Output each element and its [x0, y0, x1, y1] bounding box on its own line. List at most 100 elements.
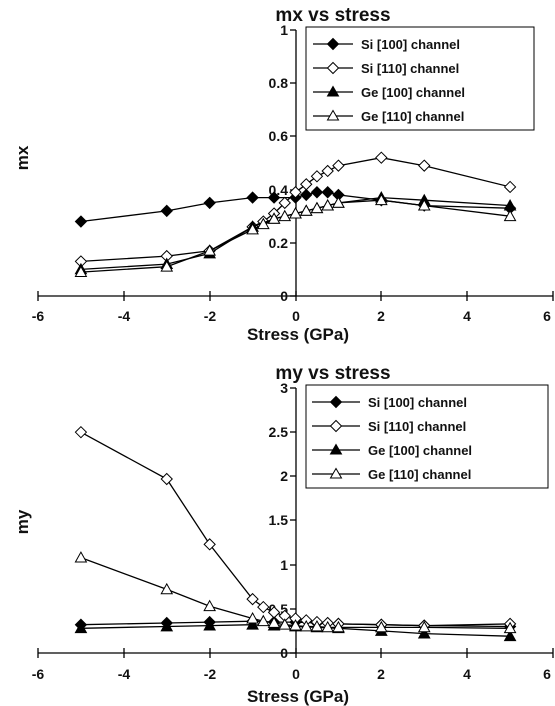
chart-mx: mx vs stress Stress (GPa) mx -6 -4 -2 0 … [13, 5, 554, 344]
y-tick-label: 0.8 [269, 75, 289, 91]
data-point-filled-triangle [203, 619, 217, 631]
legend-item-ge-100: Ge [100] channel [313, 85, 465, 100]
legend-label: Ge [110] channel [368, 467, 471, 482]
data-point-open-diamond [278, 196, 291, 210]
x-tick-label: 6 [543, 666, 551, 682]
data-point-open-triangle [203, 244, 217, 256]
legend-label: Si [100] channel [361, 37, 460, 52]
data-point-open-triangle [267, 212, 281, 224]
data-point-open-triangle [256, 614, 270, 627]
y-tick-label: 0 [280, 288, 288, 304]
data-point-open-triangle [289, 207, 302, 219]
y-axis-label: my [13, 509, 32, 534]
data-point-open-diamond [160, 472, 173, 486]
data-point-open-triangle [160, 582, 174, 595]
series-group [74, 151, 517, 277]
x-tick-label: -2 [204, 666, 217, 682]
data-point-open-triangle [256, 217, 270, 230]
y-tick-label: 2 [280, 468, 288, 484]
x-axis-label: Stress (GPa) [247, 687, 349, 706]
series-1 [74, 151, 517, 268]
data-point-open-triangle [503, 209, 517, 222]
data-point-open-diamond [300, 178, 313, 191]
data-point-open-diamond [375, 151, 388, 164]
data-point-open-diamond [503, 180, 517, 194]
series-3 [74, 193, 517, 277]
x-tick-label: -6 [32, 666, 45, 682]
data-point-filled-diamond [267, 191, 281, 204]
data-point-open-diamond [332, 159, 345, 172]
legend-marker-filled-triangle [329, 443, 343, 455]
legend-label: Ge [100] channel [368, 443, 472, 458]
legend-marker-open-diamond [329, 419, 343, 433]
legend-item-ge-100: Ge [100] channel [312, 443, 472, 458]
y-tick-label: 3 [280, 380, 288, 396]
data-point-filled-triangle [160, 619, 174, 632]
data-point-open-triangle [278, 618, 292, 630]
data-point-open-triangle [299, 204, 313, 216]
chart-my: my vs stress Stress (GPa) my -6 -4 -2 0 … [13, 363, 554, 706]
x-tick-label: 2 [377, 308, 385, 324]
data-point-filled-diamond [310, 186, 324, 199]
x-tick-label: 0 [292, 666, 300, 682]
x-tick-label: -2 [204, 308, 217, 324]
x-tick-label: 0 [292, 308, 300, 324]
data-point-filled-diamond [160, 204, 173, 218]
data-point-open-triangle [332, 620, 345, 633]
legend-item-si-100: Si [100] channel [312, 395, 467, 410]
legend-item-ge-110: Ge [110] channel [312, 467, 471, 482]
data-point-filled-diamond [300, 188, 313, 202]
legend-item-ge-110: Ge [110] channel [313, 109, 464, 124]
data-point-filled-triangle [74, 621, 88, 634]
data-point-filled-diamond [246, 191, 259, 204]
data-point-open-triangle [417, 199, 431, 211]
data-point-filled-diamond [203, 196, 216, 210]
legend: Si [100] channel Si [110] channel Ge [10… [305, 384, 549, 489]
y-axis-label: mx [13, 145, 32, 170]
y-axis: 0 0.5 1 1.5 2 2.5 3 [269, 380, 297, 661]
legend-label: Si [100] channel [368, 395, 467, 410]
data-point-open-triangle [289, 619, 302, 631]
data-point-open-triangle [321, 620, 335, 633]
legend-marker-open-diamond [326, 61, 340, 75]
data-point-open-diamond [289, 186, 302, 199]
data-point-open-triangle [278, 209, 292, 222]
data-point-open-triangle [246, 612, 259, 624]
data-point-open-triangle [160, 260, 174, 272]
data-point-open-triangle [417, 620, 431, 633]
x-tick-label: -4 [118, 666, 131, 682]
data-point-open-triangle [299, 619, 313, 632]
y-tick-label: 2.5 [269, 424, 289, 440]
legend-marker-filled-diamond [329, 395, 343, 409]
legend-item-si-110: Si [110] channel [313, 61, 459, 76]
y-tick-label: 1 [280, 22, 288, 38]
y-tick-label: 0.2 [269, 235, 289, 251]
data-point-filled-diamond [321, 186, 334, 199]
x-tick-label: 4 [463, 308, 471, 324]
data-point-open-triangle [321, 199, 335, 211]
data-point-filled-triangle [246, 618, 259, 630]
data-point-open-diamond [418, 159, 431, 172]
legend-label: Ge [100] channel [361, 85, 465, 100]
chart-title: mx vs stress [275, 5, 390, 26]
series-3 [74, 551, 517, 634]
data-point-open-triangle [374, 193, 388, 206]
chart-title: my vs stress [275, 363, 390, 384]
y-tick-label: 0.6 [269, 128, 289, 144]
legend-label: Si [110] channel [368, 419, 466, 434]
data-point-open-diamond [321, 164, 334, 178]
data-point-open-diamond [310, 170, 324, 183]
y-tick-label: 1.5 [269, 512, 289, 528]
data-point-open-triangle [310, 201, 324, 214]
legend-label: Si [110] channel [361, 61, 459, 76]
x-axis: -6 -4 -2 0 2 4 6 [32, 291, 554, 324]
data-point-open-triangle [74, 265, 88, 277]
data-point-open-triangle [310, 619, 324, 632]
data-point-filled-diamond [74, 215, 88, 228]
legend-marker-filled-triangle [326, 85, 340, 97]
data-point-open-diamond [257, 600, 270, 614]
x-tick-label: 4 [463, 666, 471, 682]
data-point-open-triangle [374, 620, 388, 633]
legend-label: Ge [110] channel [361, 109, 464, 124]
